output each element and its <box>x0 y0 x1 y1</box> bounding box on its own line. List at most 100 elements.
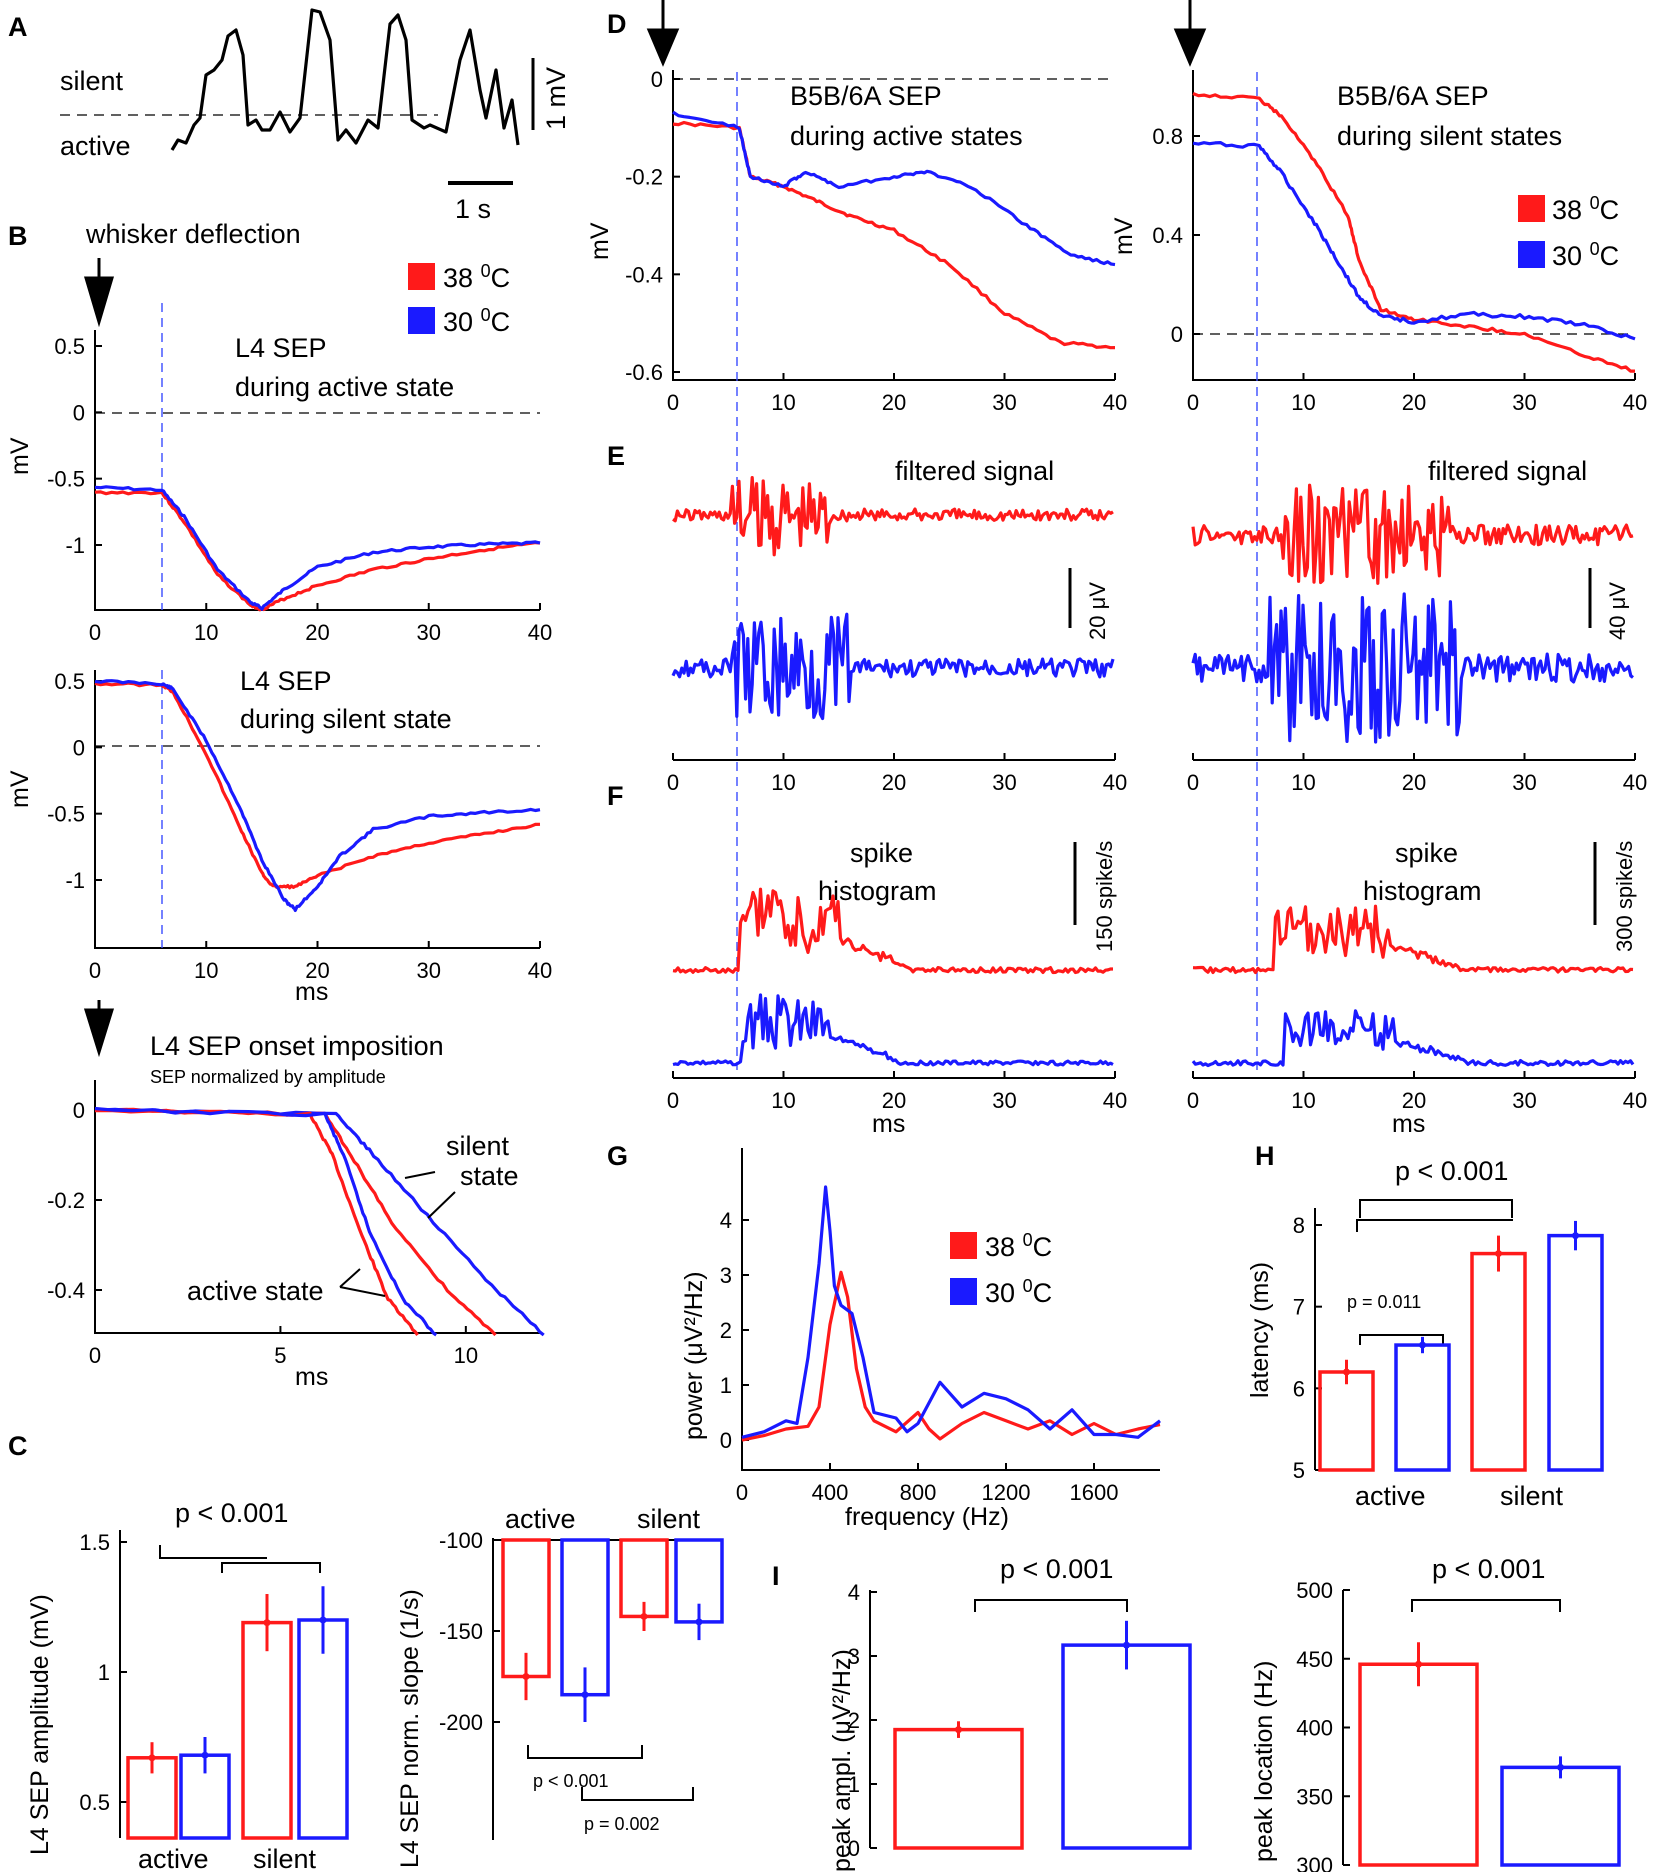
d1-title-2: during active states <box>790 121 1023 151</box>
f1-xtick-label: 0 <box>667 1088 679 1113</box>
b3-silent-30 <box>94 1107 545 1337</box>
d2-xtick-label: 30 <box>1512 390 1536 415</box>
i2-ytick-label: 350 <box>1296 1784 1333 1809</box>
d1-ytick-label: -0.6 <box>625 360 663 385</box>
c1-mean-dot <box>263 1619 271 1627</box>
f1-xtick-label: 30 <box>992 1088 1016 1113</box>
d1-xtick-label: 20 <box>882 390 906 415</box>
legend-d-swatch-30 <box>1518 241 1545 268</box>
i2-bar <box>1500 1765 1621 1867</box>
whisker-deflection-label: whisker deflection <box>85 219 301 249</box>
h-mean-dot <box>1495 1250 1502 1258</box>
g-series-38 <box>741 1270 1161 1442</box>
b1-xtick-label: 10 <box>194 620 218 645</box>
chart-b3: L4 SEP onset imposition SEP normalized b… <box>47 1000 545 1391</box>
legend-label-30: 30 0C <box>443 305 510 337</box>
legend-d-swatch-38 <box>1518 195 1545 222</box>
d1-xtick-label: 30 <box>992 390 1016 415</box>
g-xtick-label: 1200 <box>982 1480 1031 1505</box>
c2-ytick-label: -100 <box>439 1528 483 1553</box>
b3-silent-pointer <box>427 1191 456 1219</box>
c1-ytick-label: 1.5 <box>79 1530 110 1555</box>
b2-xtick-label: 20 <box>305 958 329 983</box>
panel-label-f: F <box>607 781 624 811</box>
panel-label-h: H <box>1255 1141 1275 1171</box>
b3-active-label: active state <box>187 1276 324 1306</box>
i2-ytick-label: 500 <box>1296 1578 1333 1603</box>
b3-xtick-label: 5 <box>274 1343 286 1368</box>
d1-ytick-label: -0.4 <box>625 262 663 287</box>
d1-axes <box>672 70 1115 381</box>
c1-mean-dot <box>319 1616 327 1624</box>
legend-label-38: 38 0C <box>443 261 510 293</box>
g-xtick-label: 0 <box>736 1480 748 1505</box>
h-sig-label-2: p = 0.011 <box>1347 1292 1421 1312</box>
i2-mean-dot <box>1557 1763 1564 1771</box>
e1-series-38 <box>672 476 1114 557</box>
e1-xtick-label: 10 <box>771 770 795 795</box>
e2-series-30 <box>1191 592 1634 744</box>
d2-ytick-label: 0.4 <box>1152 223 1183 248</box>
c2-mean-dot <box>640 1612 648 1620</box>
chart-h: p < 0.001 p = 0.011 5 6 7 8 active silent l… <box>1246 1156 1604 1511</box>
f1-xtick-label: 40 <box>1103 1088 1127 1113</box>
h-mean-dot <box>1572 1232 1579 1240</box>
e1-series-30 <box>671 612 1115 721</box>
f2-xlabel: ms <box>1392 1110 1425 1138</box>
g-axes <box>741 1148 1160 1471</box>
b1-title-2: during active state <box>235 372 454 402</box>
legend-b: 38 0C 30 0C <box>408 261 510 337</box>
g-xtick-label: 400 <box>812 1480 849 1505</box>
f2-series-38 <box>1192 904 1634 975</box>
i2-sig-label: p < 0.001 <box>1432 1554 1545 1584</box>
f2-xtick-label: 0 <box>1187 1088 1199 1113</box>
h-sig-bracket-2 <box>1359 1334 1444 1345</box>
stimulus-arrow-b3 <box>83 1000 115 1058</box>
b1-ytick-label: -0.5 <box>47 467 85 492</box>
c1-mean-dot <box>148 1754 156 1762</box>
b3-xlabel: ms <box>295 1363 328 1391</box>
g-ytick-label: 3 <box>720 1263 732 1288</box>
f1-series-38 <box>672 887 1113 975</box>
chart-f1: spike histogram 150 spike/s 0 10 20 30 40 ms <box>667 838 1127 1138</box>
chart-c1: 0.5 1 1.5 p < 0.001 active silent L4 SEP a… <box>26 1498 349 1872</box>
h-bar <box>1547 1233 1604 1472</box>
b1-xtick-label: 20 <box>305 620 329 645</box>
g-ytick-label: 4 <box>720 1208 732 1233</box>
c2-sig-bracket-2 <box>581 1787 694 1801</box>
c2-mean-dot <box>581 1691 589 1699</box>
g-xlabel: frequency (Hz) <box>845 1503 1009 1531</box>
i1-mean-dot <box>955 1726 962 1734</box>
b2-ytick-label: 0 <box>73 735 85 760</box>
e2-xtick-label: 30 <box>1512 770 1536 795</box>
h-sig-bracket-1 <box>1359 1199 1513 1218</box>
b1-xtick-label: 30 <box>417 620 441 645</box>
b2-ytick-label: -1 <box>65 868 85 893</box>
c1-bar <box>241 1620 293 1840</box>
f2-scalebar-label: 300 spike/s <box>1612 841 1637 952</box>
f1-xtick-label: 20 <box>882 1088 906 1113</box>
panel-label-a: A <box>8 12 28 42</box>
d2-ytick-label: 0 <box>1171 322 1183 347</box>
chart-b2: L4 SEP during silent state 0 10 20 30 40 0.5 0… <box>6 666 552 1006</box>
legend-d: 38 0C 30 0C <box>1518 193 1619 271</box>
h-ytick-label: 6 <box>1293 1376 1305 1401</box>
d2-xtick-label: 40 <box>1623 390 1647 415</box>
e1-scalebar-label: 20 μV <box>1085 582 1110 640</box>
b2-ylabel: mV <box>6 770 34 808</box>
chart-e1: filtered signal 20 μV 0 10 20 30 40 <box>667 456 1127 795</box>
c1-ylabel: L4 SEP amplitude (mV) <box>26 1594 54 1855</box>
b2-xtick-label: 10 <box>194 958 218 983</box>
e2-series-38 <box>1191 483 1634 585</box>
chart-c2: active silent -100 -150 -200 p < 0.001 p =… <box>396 1504 724 1868</box>
f1-scalebar-label: 150 spike/s <box>1092 841 1117 952</box>
b2-title-2: during silent state <box>240 704 452 734</box>
b1-ytick-label: 0.5 <box>54 334 85 359</box>
c2-sig-bracket-1 <box>527 1745 643 1759</box>
d1-ylabel: mV <box>586 222 614 260</box>
e1-xtick-label: 40 <box>1103 770 1127 795</box>
legend-swatch-30 <box>408 307 435 334</box>
f1-title-1: spike <box>850 838 913 868</box>
g-xtick-label: 800 <box>900 1480 937 1505</box>
h-group-active: active <box>1355 1481 1426 1511</box>
